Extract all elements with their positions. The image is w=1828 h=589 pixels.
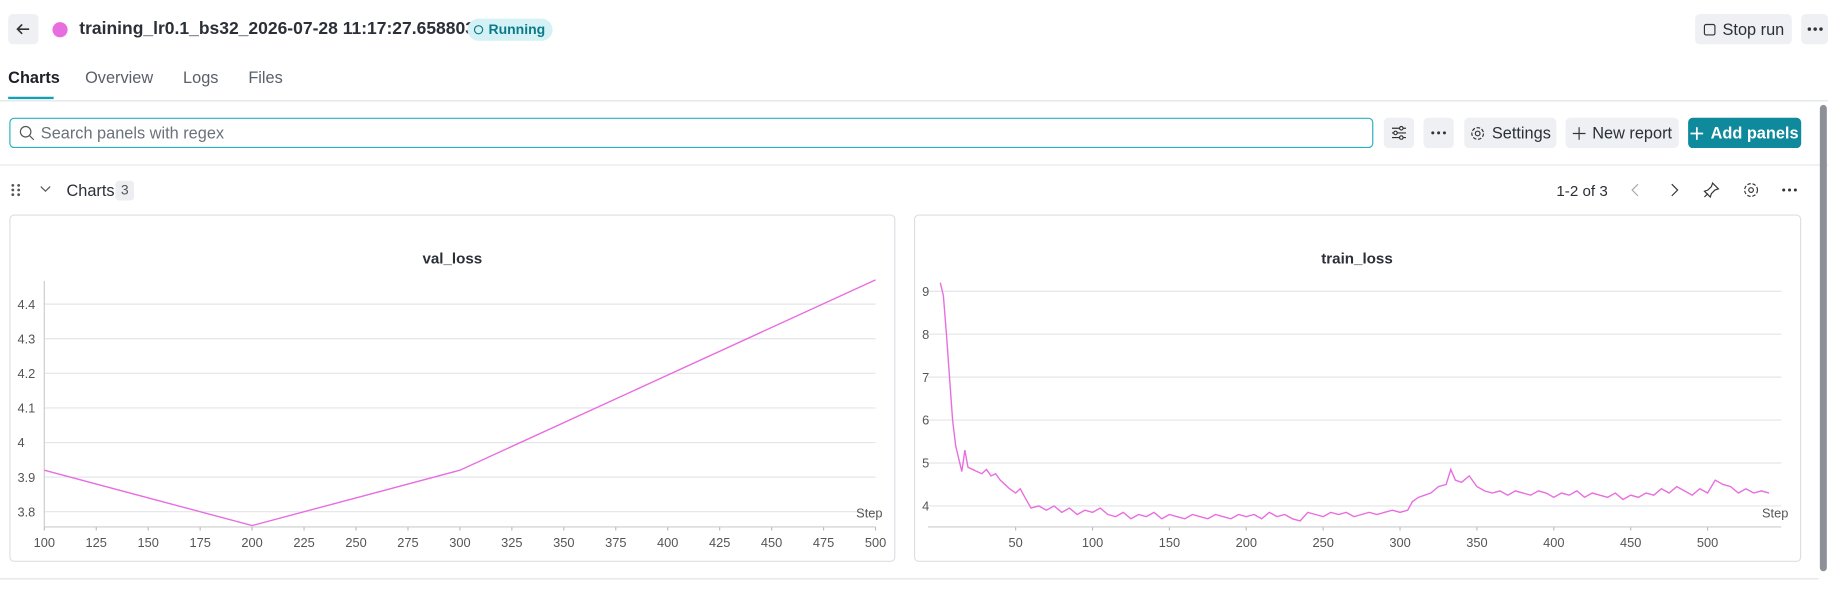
divider [0,164,1828,166]
run-name: training_lr0.1_bs32_2026-07-28 11:17:27.… [79,18,475,39]
more-icon [1807,27,1823,31]
panel [9,214,896,562]
y-tick-label: 3.8 [17,504,35,519]
x-tick-label: 450 [1620,535,1641,550]
section-count: 3 [115,180,135,201]
status-text: Running [488,20,546,38]
x-axis-label: Step [1762,506,1788,521]
collapse-chevron[interactable] [40,184,52,193]
back-button[interactable] [8,13,39,45]
y-tick-label: 4.2 [17,366,35,381]
plus-icon [1690,126,1704,140]
status-badge: Running [467,18,553,41]
more-button[interactable] [1801,13,1828,45]
y-tick-label: 4 [17,435,24,450]
next-page[interactable] [1669,183,1679,197]
more-button[interactable] [1423,117,1454,149]
new-report-label: New report [1592,123,1673,143]
loss-line [939,282,1770,522]
x-tick-label: 250 [345,535,366,550]
divider [0,578,1819,580]
x-tick-label: 400 [657,535,678,550]
y-tick-label: 3.9 [17,470,35,485]
status-icon [473,25,484,35]
y-tick-label: 5 [922,456,929,471]
active-tab-underline [8,96,54,100]
stop-run-label: Stop run [1722,19,1785,39]
x-tick-label: 200 [1236,535,1257,550]
x-tick-label: 150 [1159,535,1180,550]
tab[interactable]: Logs [183,67,219,87]
x-tick-label: 100 [34,535,55,550]
back-icon [16,23,30,35]
x-tick-label: 425 [709,535,730,550]
panel-title: train_loss [1321,250,1393,267]
tab[interactable]: Files [248,67,283,87]
pin-button[interactable] [1703,181,1720,199]
drag-handle[interactable] [10,183,21,197]
tab[interactable]: Overview [85,67,154,87]
tab[interactable]: Charts [8,67,60,87]
section-settings[interactable] [1743,182,1759,198]
x-tick-label: 400 [1543,535,1564,550]
settings-button[interactable]: Settings [1464,117,1557,149]
x-tick-label: 275 [397,535,418,550]
panel [914,214,1802,562]
add-panels-button[interactable]: Add panels [1688,117,1802,149]
x-tick-label: 200 [241,535,262,550]
y-tick-label: 4.3 [17,331,35,346]
filter-button[interactable] [1383,117,1415,149]
stop-icon [1703,23,1715,35]
search-box[interactable]: Search panels with regex [9,117,1374,149]
stop-run-button[interactable]: Stop run [1695,13,1792,45]
y-tick-label: 6 [922,413,929,428]
search-placeholder: Search panels with regex [40,123,225,143]
divider [0,100,1828,102]
y-tick-label: 9 [922,284,929,299]
x-tick-label: 100 [1082,535,1103,550]
gear-icon [1470,126,1484,140]
x-tick-label: 300 [1389,535,1410,550]
x-tick-label: 250 [1312,535,1333,550]
x-tick-label: 350 [1466,535,1487,550]
add-panels-label: Add panels [1710,123,1799,143]
x-tick-label: 450 [761,535,782,550]
loss-line [44,279,876,527]
search-icon [19,125,35,141]
panel-title: val_loss [422,250,482,267]
x-tick-label: 125 [86,535,107,550]
settings-label: Settings [1491,123,1551,143]
x-tick-label: 375 [605,535,626,550]
x-tick-label: 500 [1697,535,1718,550]
x-tick-label: 325 [501,535,522,550]
scrollbar [1819,104,1827,572]
new-report-button[interactable]: New report [1565,117,1679,149]
y-tick-label: 7 [922,370,929,385]
x-tick-label: 350 [553,535,574,550]
filter-icon [1391,125,1406,140]
y-tick-label: 8 [922,327,929,342]
y-tick-label: 4.4 [17,297,35,312]
pagination: 1-2 of 3 [1556,181,1608,200]
section-more[interactable] [1781,188,1797,193]
y-tick-label: 4.1 [17,401,35,416]
x-tick-label: 150 [138,535,159,550]
x-tick-label: 50 [1009,535,1023,550]
more-icon [1431,131,1446,135]
x-tick-label: 225 [293,535,314,550]
x-tick-label: 475 [813,535,834,550]
x-tick-label: 175 [189,535,210,550]
run-color-dot [52,22,68,38]
x-tick-label: 500 [865,535,886,550]
x-tick-label: 300 [449,535,470,550]
x-axis-label: Step [856,506,882,521]
section-title: Charts [66,180,115,200]
prev-page[interactable] [1631,183,1640,197]
y-tick-label: 4 [922,499,929,514]
plus-icon [1572,126,1586,140]
